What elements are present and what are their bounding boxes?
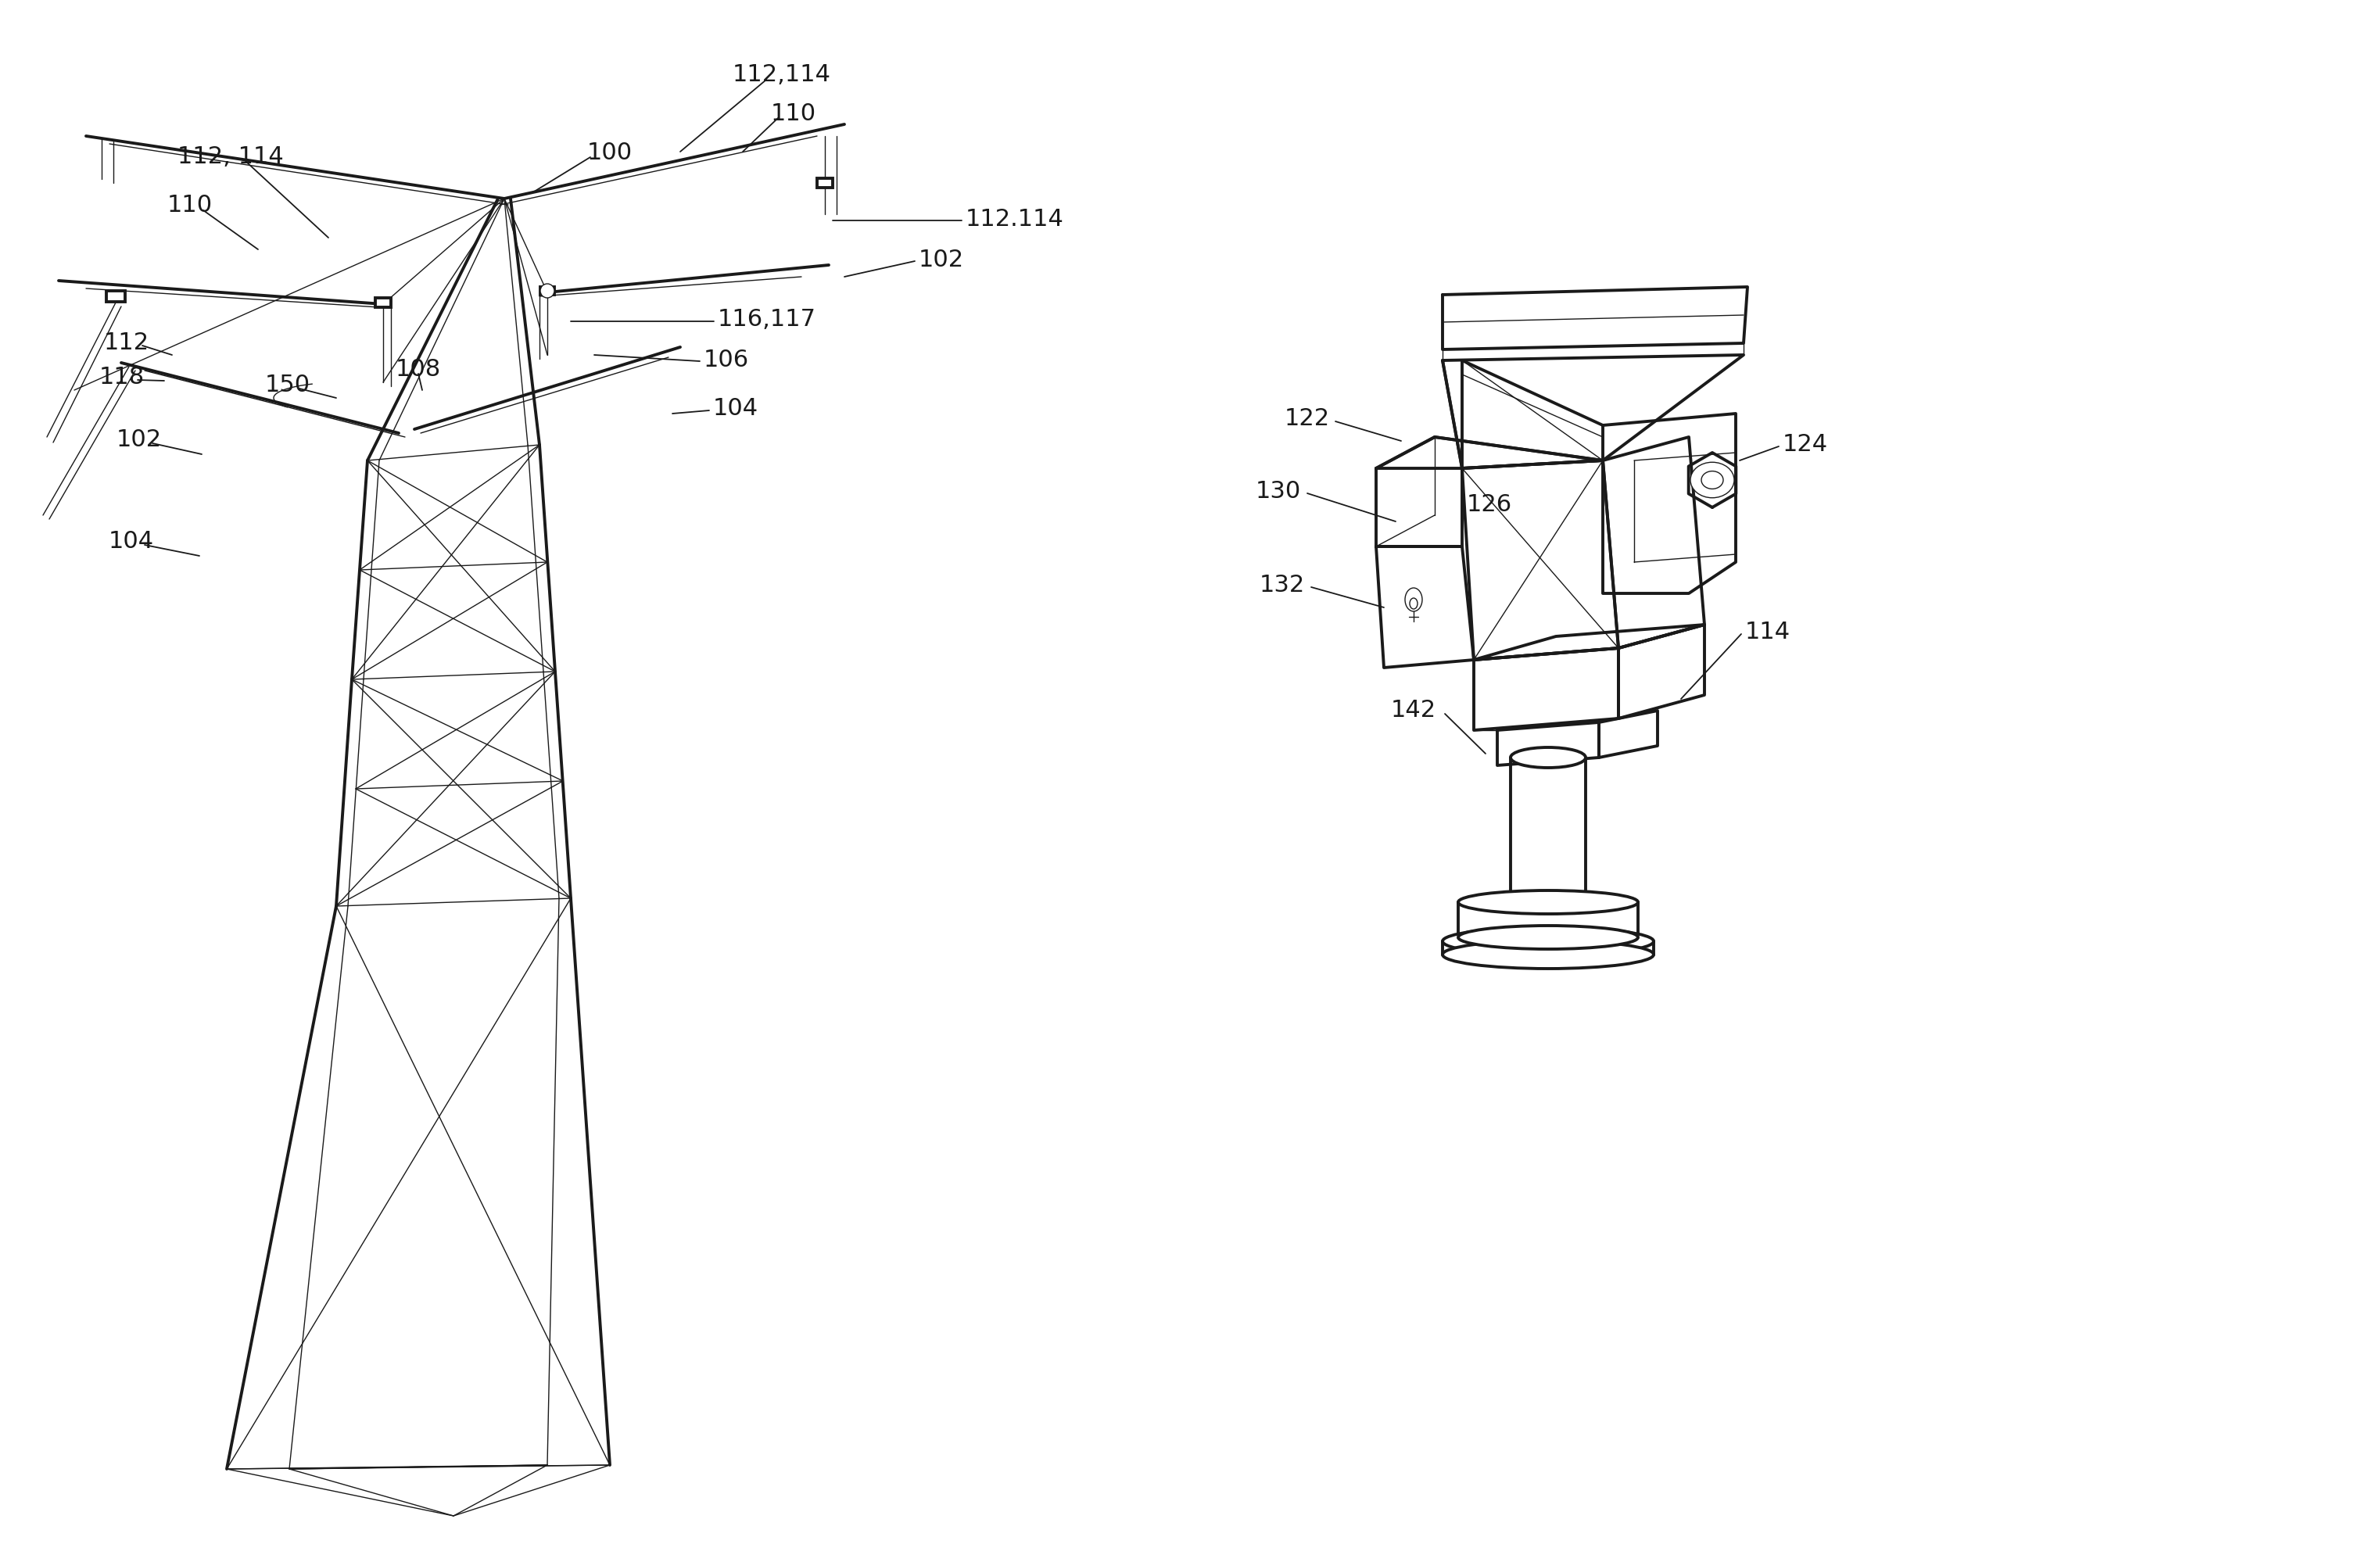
Bar [816, 180, 833, 189]
Bar [376, 298, 390, 308]
Ellipse shape [1702, 472, 1723, 489]
Text: 150: 150 [264, 373, 309, 395]
Text: 112.114: 112.114 [966, 208, 1064, 230]
Text: 130: 130 [1257, 480, 1302, 501]
Text: 118: 118 [100, 366, 145, 387]
Text: 124: 124 [1783, 433, 1828, 455]
Ellipse shape [1459, 926, 1637, 950]
Ellipse shape [1442, 928, 1654, 956]
Ellipse shape [1690, 462, 1735, 498]
Text: 102: 102 [919, 248, 964, 270]
Text: 100: 100 [588, 141, 633, 164]
Text: 102: 102 [117, 428, 162, 450]
Text: 108: 108 [395, 358, 440, 380]
Text: 122: 122 [1285, 406, 1330, 430]
Text: 142: 142 [1390, 698, 1438, 720]
Text: 110: 110 [167, 194, 212, 216]
Bar [540, 287, 555, 295]
Text: 104: 104 [109, 530, 155, 551]
Ellipse shape [1511, 748, 1585, 769]
Text: 112: 112 [105, 331, 150, 353]
Text: 132: 132 [1259, 573, 1304, 595]
Text: 126: 126 [1466, 492, 1511, 515]
Text: 112,114: 112,114 [733, 62, 831, 86]
Ellipse shape [1459, 890, 1637, 914]
Ellipse shape [1511, 892, 1585, 912]
Ellipse shape [1404, 589, 1423, 612]
Text: 116,117: 116,117 [719, 308, 816, 330]
Text: 106: 106 [704, 348, 750, 370]
Text: 112, 114: 112, 114 [178, 145, 283, 167]
Ellipse shape [540, 284, 555, 298]
Ellipse shape [1442, 940, 1654, 968]
Ellipse shape [1409, 598, 1418, 609]
Bar [107, 292, 126, 303]
Text: 104: 104 [714, 397, 759, 419]
Text: 114: 114 [1745, 620, 1790, 642]
Text: 110: 110 [771, 102, 816, 125]
